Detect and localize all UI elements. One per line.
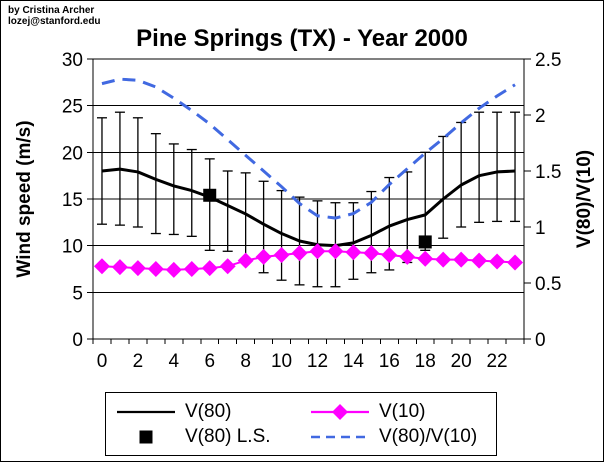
series-v80-ls-squares	[203, 188, 432, 249]
legend-label-v80: V(80)	[185, 400, 232, 422]
legend-label-ratio: V(80)/V(10)	[379, 425, 478, 447]
svg-text:30: 30	[62, 50, 83, 71]
svg-text:0: 0	[535, 330, 546, 351]
credit-text: by Cristina Archer lozej@stanford.edu	[8, 5, 101, 27]
gridlines	[93, 58, 524, 340]
svg-text:8: 8	[240, 351, 251, 372]
legend-item-v10: V(10)	[309, 401, 496, 423]
svg-text:10: 10	[62, 237, 83, 258]
svg-text:2: 2	[535, 106, 546, 127]
svg-text:20: 20	[451, 351, 472, 372]
svg-text:2.5: 2.5	[535, 50, 561, 71]
right-tick-labels: 0 0.5 1 1.5 2 2.5	[535, 50, 561, 351]
v80-error-bars	[96, 111, 521, 288]
v80-ls-square-sample	[139, 430, 153, 443]
credit-line-1: by Cristina Archer	[8, 5, 95, 16]
svg-text:0.5: 0.5	[535, 274, 561, 295]
chart-title: Pine Springs (TX) - Year 2000	[136, 25, 468, 52]
legend-item-v80: V(80)	[115, 401, 309, 423]
svg-text:12: 12	[307, 351, 328, 372]
svg-text:10: 10	[271, 351, 292, 372]
svg-text:4: 4	[169, 351, 180, 372]
series-v10-line	[101, 250, 516, 271]
legend-item-v80-ls: V(80) L.S.	[115, 426, 309, 448]
svg-text:20: 20	[62, 143, 83, 164]
credit-line-2: lozej@stanford.edu	[8, 16, 101, 27]
svg-text:18: 18	[415, 351, 436, 372]
legend-label-v10: V(10)	[379, 400, 426, 422]
svg-text:14: 14	[343, 351, 365, 372]
svg-text:6: 6	[204, 351, 215, 372]
x-tick-labels: 0 2 4 6 8 10 12 14 16 18 20 22	[97, 351, 508, 372]
series-v10-diamonds	[93, 243, 524, 278]
v10-diamond-sample	[311, 403, 369, 420]
legend: V(80) V(10) V(80) L.S. V(80)/V(10)	[105, 392, 497, 456]
v80-line-sample	[117, 410, 175, 413]
legend-item-ratio: V(80)/V(10)	[309, 426, 496, 448]
svg-text:1.5: 1.5	[535, 162, 561, 183]
svg-text:1: 1	[535, 218, 546, 239]
series-ratio-line	[101, 77, 516, 220]
svg-text:22: 22	[486, 351, 507, 372]
svg-text:0: 0	[72, 330, 83, 351]
axis-ticks	[87, 58, 531, 344]
svg-text:15: 15	[62, 190, 83, 211]
ratio-dashed-sample	[311, 435, 369, 438]
legend-label-v80-ls: V(80) L.S.	[185, 425, 271, 447]
series-v80-line	[101, 167, 516, 248]
svg-text:16: 16	[379, 351, 400, 372]
svg-text:0: 0	[97, 351, 108, 372]
svg-text:2: 2	[133, 351, 144, 372]
svg-text:25: 25	[62, 97, 83, 118]
left-tick-labels: 0 5 10 15 20 25 30	[62, 50, 83, 351]
svg-text:5: 5	[72, 283, 83, 304]
